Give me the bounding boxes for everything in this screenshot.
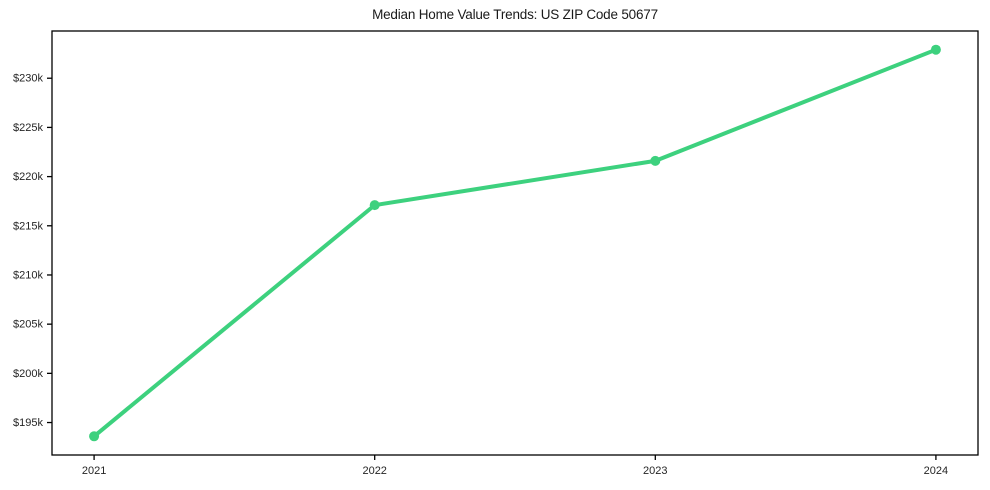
data-point-marker xyxy=(369,200,380,211)
y-tick-label: $220k xyxy=(13,171,43,183)
data-point-marker xyxy=(930,44,941,55)
plot-frame xyxy=(51,30,979,456)
y-tick-label: $215k xyxy=(13,220,43,232)
y-tick-label: $225k xyxy=(13,122,43,134)
x-tick-label: 2024 xyxy=(924,465,948,477)
y-tick-label: $210k xyxy=(13,269,43,281)
chart-title: Median Home Value Trends: US ZIP Code 50… xyxy=(372,7,658,22)
y-tick-label: $195k xyxy=(13,417,43,429)
y-tick-label: $200k xyxy=(13,368,43,380)
x-tick-label: 2023 xyxy=(643,465,667,477)
y-tick-label: $205k xyxy=(13,319,43,331)
x-tick-label: 2022 xyxy=(362,465,386,477)
trend-line xyxy=(92,47,938,439)
data-point-marker xyxy=(89,431,100,442)
x-tick-label: 2021 xyxy=(82,465,106,477)
data-point-marker xyxy=(650,155,661,166)
y-tick-label: $230k xyxy=(13,73,43,85)
